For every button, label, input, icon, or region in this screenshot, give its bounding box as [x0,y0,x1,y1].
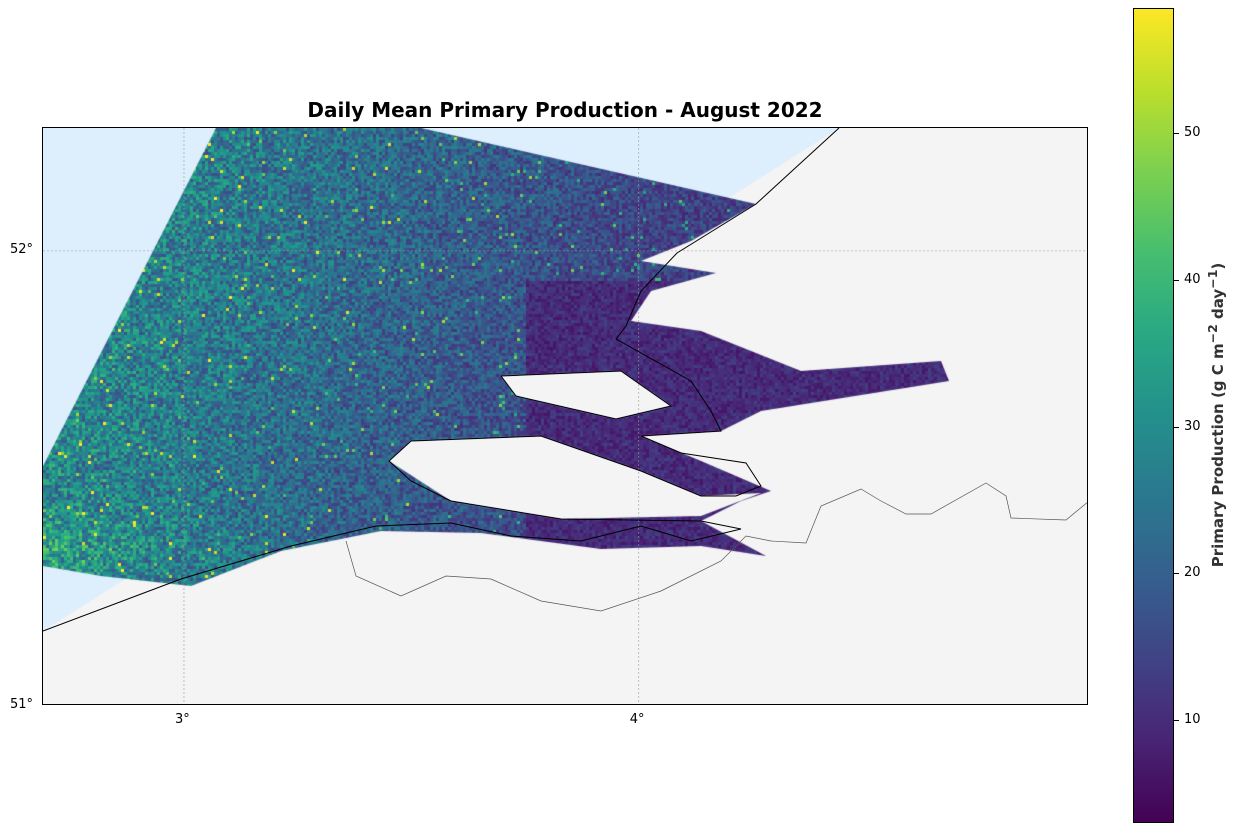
x-tick-label: 3° [175,712,190,727]
map-title: Daily Mean Primary Production - August 2… [42,98,1088,122]
coastline [43,128,839,631]
map-overlay [43,128,1088,705]
colorbar-tick-label: 20 [1184,565,1201,580]
island-coastline [501,371,671,419]
colorbar-tick-label: 50 [1184,125,1201,140]
colorbar-tick [1174,280,1179,281]
x-tick-label: 4° [630,712,645,727]
colorbar-tick-label: 30 [1184,419,1201,434]
colorbar-label: Primary Production (g C m−2 day−1) [1205,263,1227,568]
colorbar-tick-label: 40 [1184,272,1201,287]
colorbar [1133,8,1174,823]
map-plot-area [42,127,1088,705]
y-tick-label: 52° [10,242,33,257]
colorbar-tick [1174,720,1179,721]
colorbar-tick [1174,427,1179,428]
colorbar-tick [1174,573,1179,574]
y-tick-label: 51° [10,697,33,712]
colorbar-tick-label: 10 [1184,712,1201,727]
colorbar-tick [1174,133,1179,134]
